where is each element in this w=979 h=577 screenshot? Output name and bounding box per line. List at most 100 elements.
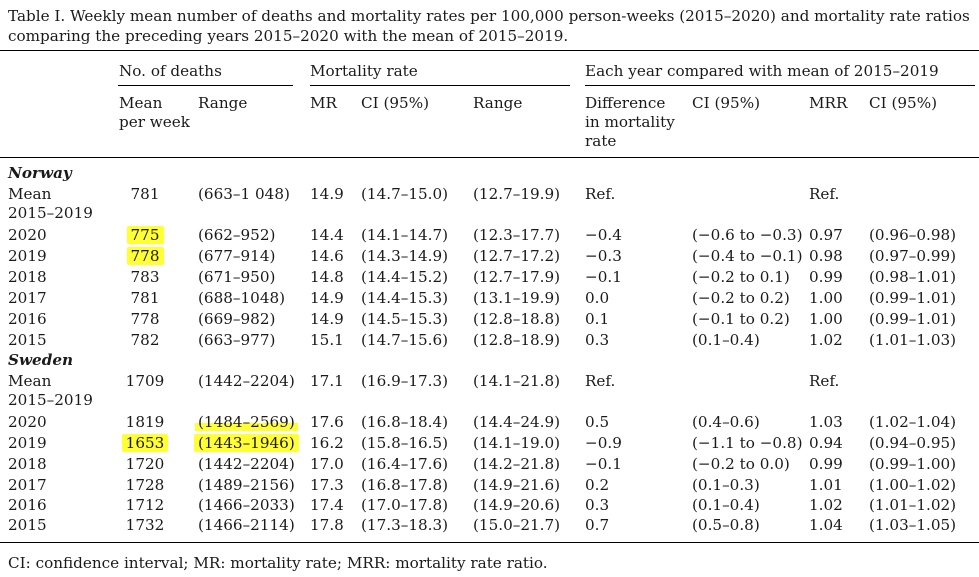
row-year: 2016	[8, 310, 47, 328]
cell-mrr: 0.94	[809, 434, 843, 452]
cell-range: (1442–2204)	[198, 455, 295, 473]
cell-ci: (16.4–17.6)	[361, 455, 449, 473]
cell-ci3: (0.99–1.01)	[869, 310, 957, 328]
cell-mr: 17.4	[310, 496, 344, 514]
header-diff-line2: in mortality	[585, 113, 675, 131]
cell-diff: −0.3	[585, 247, 622, 265]
header-mean-line1: Mean	[119, 94, 163, 112]
cell-ci2: (−0.2 to 0.0)	[692, 455, 790, 473]
cell-range: (1443–1946)	[194, 433, 299, 453]
cell-mean: 1653	[119, 433, 171, 453]
group-rule-mortality	[310, 85, 570, 86]
cell-diff: Ref.	[585, 185, 616, 203]
cell-mrr: 0.97	[809, 226, 843, 244]
cell-mean: 1732	[125, 516, 165, 534]
table-caption: Table I. Weekly mean number of deaths an…	[8, 7, 970, 45]
bottom-rule	[0, 542, 979, 543]
cell-mean: 783	[130, 268, 160, 286]
cell-mr: 17.0	[310, 455, 344, 473]
cell-mr-range: (14.9–20.6)	[473, 496, 561, 514]
cell-ci: (16.8–17.8)	[361, 476, 449, 494]
cell-ci: (14.1–14.7)	[361, 226, 449, 244]
row-year: 2020	[8, 413, 47, 431]
cell-mrr: 1.00	[809, 310, 843, 328]
cell-ci3: (1.02–1.04)	[869, 413, 957, 431]
cell-mr-range: (14.1–21.8)	[473, 372, 561, 390]
cell-range: (1466–2114)	[198, 516, 295, 534]
cell-ci3: (1.03–1.05)	[869, 516, 957, 534]
row-year-cont: 2015–2019	[8, 204, 93, 222]
cell-mr-range: (12.3–17.7)	[473, 226, 561, 244]
cell-ci3: (0.98–1.01)	[869, 268, 957, 286]
group-rule-deaths	[118, 85, 293, 86]
section-label-sweden: Sweden	[8, 351, 74, 369]
cell-mean: 1728	[125, 476, 165, 494]
header-mr-range: Range	[473, 94, 523, 112]
cell-ci2: (−1.1 to −0.8)	[692, 434, 803, 452]
cell-ci2: (−0.4 to −0.1)	[692, 247, 803, 265]
cell-mr: 17.1	[310, 372, 344, 390]
cell-ci3: (0.99–1.01)	[869, 289, 957, 307]
header-group-compare: Each year compared with mean of 2015–201…	[585, 62, 939, 80]
header-ci: CI (95%)	[361, 94, 430, 112]
cell-diff: 0.0	[585, 289, 610, 307]
header-diff-line1: Difference	[585, 94, 666, 112]
cell-mr: 17.6	[310, 413, 344, 431]
cell-ci: (14.4–15.3)	[361, 289, 449, 307]
cell-mrr: 1.04	[809, 516, 843, 534]
cell-mr-range: (12.7–17.9)	[473, 268, 561, 286]
cell-mr: 14.9	[310, 310, 344, 328]
cell-mr: 16.2	[310, 434, 344, 452]
cell-diff: 0.5	[585, 413, 610, 431]
cell-range: (669–982)	[198, 310, 276, 328]
cell-mean: 1819	[125, 413, 165, 431]
cell-mrr: 0.99	[809, 455, 843, 473]
cell-ci2: (0.4–0.6)	[692, 413, 760, 431]
row-year: 2017	[8, 289, 47, 307]
cell-ci3: (0.96–0.98)	[869, 226, 957, 244]
cell-mean: 778	[130, 310, 160, 328]
cell-mr: 17.8	[310, 516, 344, 534]
cell-mrr: 1.00	[809, 289, 843, 307]
cell-mr: 17.3	[310, 476, 344, 494]
table-footnote: CI: confidence interval; MR: mortality r…	[8, 554, 548, 572]
row-year: 2015	[8, 331, 47, 349]
cell-ci: (14.7–15.6)	[361, 331, 449, 349]
highlight-mark: 1653	[121, 434, 169, 452]
cell-mr: 15.1	[310, 331, 344, 349]
cell-mean: 781	[130, 289, 160, 307]
cell-ci: (17.3–18.3)	[361, 516, 449, 534]
row-year: 2015	[8, 516, 47, 534]
row-year: 2019	[8, 434, 47, 452]
cell-ci2: (0.1–0.3)	[692, 476, 760, 494]
row-year: Mean	[8, 185, 52, 203]
cell-ci2: (−0.2 to 0.1)	[692, 268, 790, 286]
cell-mrr: 1.01	[809, 476, 843, 494]
cell-mr-range: (12.8–18.9)	[473, 331, 561, 349]
group-rule-compare	[585, 85, 975, 86]
cell-range: (663–1 048)	[198, 185, 290, 203]
cell-range: (677–914)	[198, 247, 276, 265]
cell-mr-range: (14.9–21.6)	[473, 476, 561, 494]
header-group-deaths: No. of deaths	[119, 62, 222, 80]
cell-range: (1489–2156)	[198, 476, 295, 494]
header-rule	[0, 157, 979, 158]
cell-mr: 14.6	[310, 247, 344, 265]
row-year: Mean	[8, 372, 52, 390]
cell-diff: Ref.	[585, 372, 616, 390]
cell-ci: (14.3–14.9)	[361, 247, 449, 265]
cell-ci2: (−0.6 to −0.3)	[692, 226, 803, 244]
cell-diff: 0.3	[585, 496, 610, 514]
cell-diff: 0.3	[585, 331, 610, 349]
cell-mean: 775	[119, 225, 171, 245]
cell-ci3: (0.97–0.99)	[869, 247, 957, 265]
row-year-cont: 2015–2019	[8, 391, 93, 409]
cell-range: (1442–2204)	[198, 372, 295, 390]
row-year: 2020	[8, 226, 47, 244]
cell-ci: (16.9–17.3)	[361, 372, 449, 390]
cell-mean: 1712	[125, 496, 165, 514]
row-year: 2019	[8, 247, 47, 265]
row-year: 2018	[8, 455, 47, 473]
cell-mr-range: (14.4–24.9)	[473, 413, 561, 431]
header-ci2: CI (95%)	[692, 94, 761, 112]
